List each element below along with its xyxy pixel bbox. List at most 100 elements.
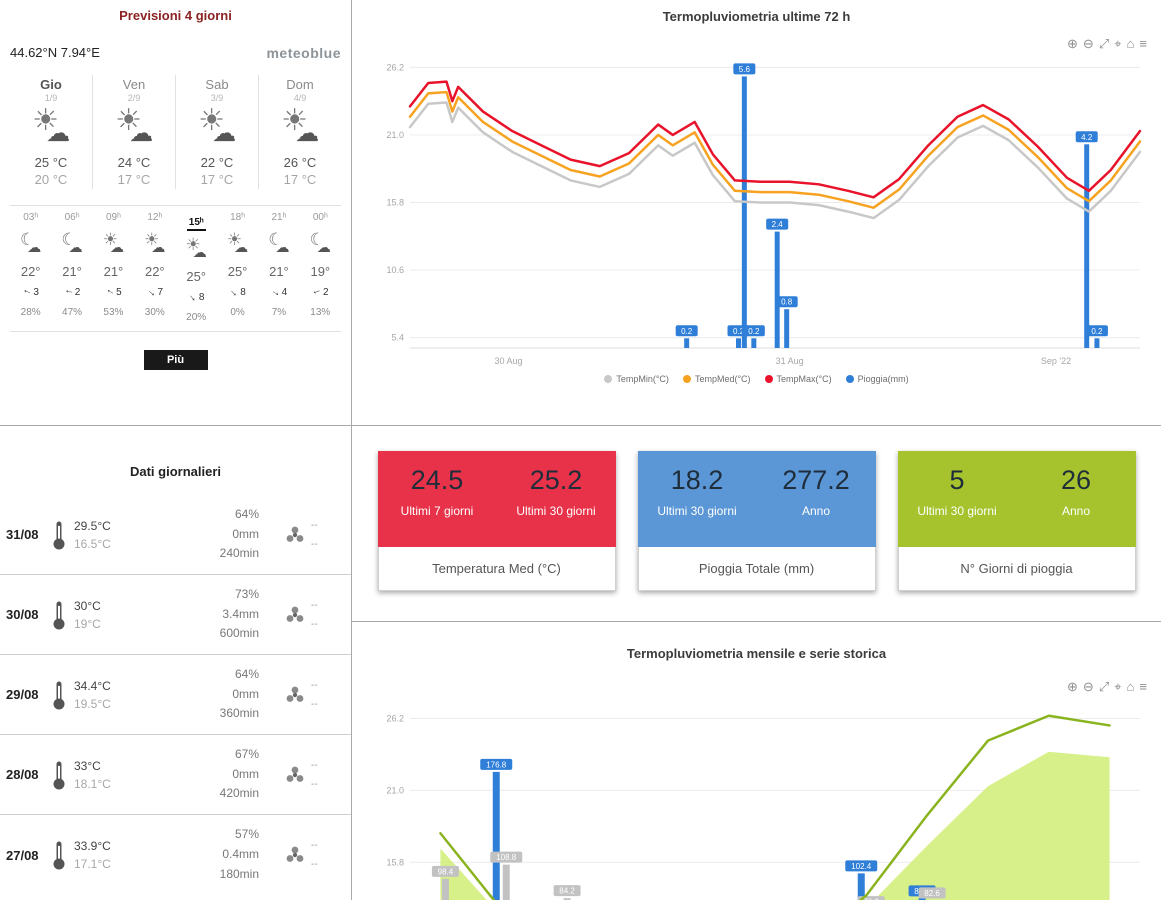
daily-data-title: Dati giornalieri xyxy=(129,464,222,479)
hour-wind: →7 xyxy=(144,285,164,300)
hour-column[interactable]: 21ʰ ☾ ☁ 21° →4 7% xyxy=(258,212,299,323)
hour-column[interactable]: 09ʰ ☀ ☁ 21° →5 53% xyxy=(93,212,134,323)
day-name: Dom xyxy=(286,77,314,92)
svg-text:82.6: 82.6 xyxy=(924,889,940,898)
stat-label: Ultimi 30 giorni xyxy=(917,504,997,518)
stat-value: 25.2 xyxy=(529,465,583,495)
svg-text:15.8: 15.8 xyxy=(386,857,404,867)
hour-column[interactable]: 00ʰ ☾ ☁ 19° →2 13% xyxy=(300,212,341,323)
hour-time[interactable]: 03ʰ xyxy=(23,212,39,223)
day-tmax: 24 °C xyxy=(117,155,151,170)
moon-cloud-icon: ☾ ☁ xyxy=(20,230,42,255)
chart-toolbar: ⊕ ⊖ ⤢ ⌖ ⌂ ≡ xyxy=(1067,680,1147,693)
card-title: Temperatura Med (°C) xyxy=(377,547,616,591)
hour-time[interactable]: 06ʰ xyxy=(64,212,80,223)
zoom-in-icon[interactable]: ⊕ xyxy=(1067,36,1078,51)
meteoblue-logo[interactable]: meteoblue xyxy=(266,45,341,61)
zoom-in-icon[interactable]: ⊕ xyxy=(1067,679,1078,694)
svg-text:21.0: 21.0 xyxy=(386,130,404,140)
daily-tmax: 29.5°C xyxy=(74,518,111,533)
sun-cloud-icon: ☀ ☁ xyxy=(102,230,124,255)
svg-text:0.2: 0.2 xyxy=(681,327,693,336)
sun-cloud-icon: ☀ ☁ xyxy=(281,104,320,147)
hour-time[interactable]: 00ʰ xyxy=(312,212,328,223)
chart-monthly-canvas[interactable]: 5.410.615.821.026.237.4176.80.322.613.41… xyxy=(352,640,1160,900)
daily-wind-value: -- xyxy=(311,698,318,710)
chart-monthly-panel: Termopluviometria mensile e serie storic… xyxy=(352,622,1161,900)
sun-cloud-icon: ☀ ☁ xyxy=(144,230,166,255)
stat-cards-panel: 24.5 Ultimi 7 giorni 25.2 Ultimi 30 giorni… xyxy=(352,426,1161,622)
legend-item-tempmed[interactable]: TempMed(°C) xyxy=(682,374,751,384)
daily-humidity: 64% xyxy=(234,506,259,521)
svg-text:84.2: 84.2 xyxy=(559,887,575,896)
legend-item-tempmax[interactable]: TempMax(°C) xyxy=(764,374,832,384)
stat-label: Ultimi 30 giorni xyxy=(657,504,737,518)
daily-tmin: 18.1°C xyxy=(74,776,111,791)
hour-column-selected[interactable]: 15ʰ ☀ ☁ 25° →8 20% xyxy=(176,212,217,323)
forecast-day-gio[interactable]: Gio 1/9 ☀ ☁ 25 °C 20 °C xyxy=(10,75,92,189)
wind-arrow-icon: → xyxy=(268,285,283,300)
menu-icon[interactable]: ≡ xyxy=(1139,36,1147,51)
hour-wind: →2 xyxy=(62,286,81,299)
hour-time[interactable]: 15ʰ xyxy=(186,217,206,231)
chart-72h-canvas[interactable]: 5.4 10.6 15.8 21.0 26.2 30 Aug 31 Aug Sep '22 0.… xyxy=(352,0,1160,426)
moon-cloud-icon: ☾ ☁ xyxy=(61,230,83,255)
svg-text:0.2: 0.2 xyxy=(748,327,760,336)
forecast-day-sab[interactable]: Sab 3/9 ☀ ☁ 22 °C 17 °C xyxy=(175,75,258,189)
hour-column[interactable]: 06ʰ ☾ ☁ 21° →2 47% xyxy=(51,212,92,323)
fan-icon xyxy=(286,686,304,702)
hour-precip-prob: 47% xyxy=(62,307,83,318)
hour-column[interactable]: 03ʰ ☾ ☁ 22° →3 28% xyxy=(10,212,51,323)
left-column: Previsioni 4 giorni 44.62°N 7.94°E meteo… xyxy=(0,0,352,900)
pan-icon[interactable]: ⤢ xyxy=(1098,36,1110,51)
hour-column[interactable]: 12ʰ ☀ ☁ 22° →7 30% xyxy=(134,212,175,323)
stat-value: 26 xyxy=(1060,465,1092,495)
thermometer-icon xyxy=(53,601,65,629)
legend-item-pioggia[interactable]: Pioggia(mm) xyxy=(845,374,909,384)
day-tmin: 17 °C xyxy=(200,172,234,187)
hour-column[interactable]: 18ʰ ☀ ☁ 25° →8 0% xyxy=(217,212,258,323)
forecast-day-ven[interactable]: Ven 2/9 ☀ ☁ 24 °C 17 °C xyxy=(92,75,175,189)
day-tmin: 17 °C xyxy=(283,172,317,187)
daily-humidity: 57% xyxy=(234,827,259,842)
pan-icon[interactable]: ⤢ xyxy=(1098,679,1110,694)
daily-stats: 64% 0mm 240min xyxy=(130,505,285,564)
forecast-day-dom[interactable]: Dom 4/9 ☀ ☁ 26 °C 17 °C xyxy=(258,75,341,189)
hour-precip-prob: 30% xyxy=(144,307,165,318)
daily-rows: 31/08 29.5°C 16.5°C 64% 0mm 240min -- -- 30/… xyxy=(0,495,351,895)
zoom-out-icon[interactable]: ⊖ xyxy=(1082,679,1094,694)
home-icon[interactable]: ⌂ xyxy=(1126,679,1135,694)
chart-monthly-title: Termopluviometria mensile e serie storic… xyxy=(626,646,887,661)
svg-text:26.2: 26.2 xyxy=(386,714,404,724)
hour-time[interactable]: 09ʰ xyxy=(105,212,121,223)
legend-item-tempmin[interactable]: TempMin(°C) xyxy=(604,374,669,384)
hour-time[interactable]: 12ʰ xyxy=(147,212,163,223)
daily-wind-value: -- xyxy=(311,859,318,870)
menu-icon[interactable]: ≡ xyxy=(1139,679,1147,694)
hour-time[interactable]: 21ʰ xyxy=(271,212,287,223)
autoscale-icon[interactable]: ⌖ xyxy=(1114,36,1122,51)
hour-precip-prob: 0% xyxy=(230,307,245,318)
autoscale-icon[interactable]: ⌖ xyxy=(1114,679,1122,694)
legend-dot xyxy=(764,375,773,383)
wind-arrow-icon: → xyxy=(62,286,75,299)
svg-text:21.0: 21.0 xyxy=(386,785,404,795)
zoom-out-icon[interactable]: ⊖ xyxy=(1082,36,1094,51)
daily-date: 28/08 xyxy=(6,767,39,782)
daily-tmax: 34.4°C xyxy=(74,678,111,693)
more-button[interactable]: Più xyxy=(143,350,208,370)
stat-label: Ultimi 30 giorni xyxy=(516,504,596,518)
wind-arrow-icon: → xyxy=(20,285,34,300)
hour-wind: →4 xyxy=(268,285,288,300)
hour-precip-prob: 7% xyxy=(271,307,287,318)
daily-stats: 57% 0.4mm 180min xyxy=(130,825,285,884)
hour-time[interactable]: 18ʰ xyxy=(230,212,246,223)
card-temperatura-med: 24.5 Ultimi 7 giorni 25.2 Ultimi 30 giorni… xyxy=(377,451,616,591)
wind-arrow-icon: → xyxy=(310,285,324,300)
day-tmax: 26 °C xyxy=(283,155,317,170)
daily-date: 30/08 xyxy=(6,607,39,622)
home-icon[interactable]: ⌂ xyxy=(1126,36,1135,51)
stat-value: 24.5 xyxy=(410,465,464,495)
daily-stats: 73% 3.4mm 600min xyxy=(130,585,285,644)
